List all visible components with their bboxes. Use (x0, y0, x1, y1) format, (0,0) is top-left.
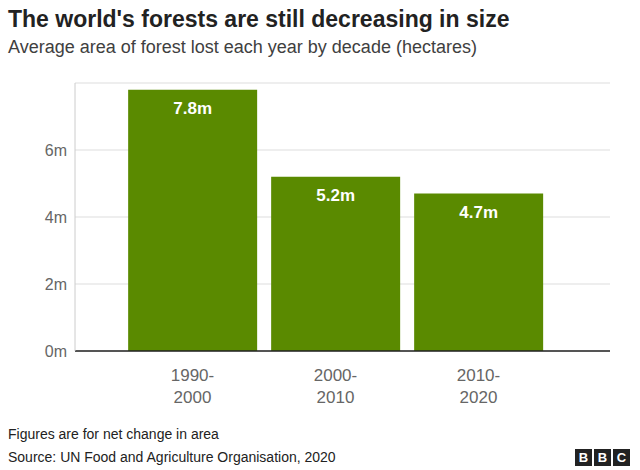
svg-text:2010-: 2010- (457, 366, 500, 385)
svg-text:5.2m: 5.2m (316, 186, 355, 205)
svg-text:7.8m: 7.8m (173, 99, 212, 118)
html-text:Average area of forest lost ea: Average area of forest lost each year by… (8, 37, 477, 57)
html-text:B: B (597, 450, 608, 465)
svg-text:6m: 6m (45, 142, 67, 159)
html-text:Figures are for net change in: Figures are for net change in area (8, 426, 219, 442)
html-text:C: C (616, 450, 627, 465)
svg-text:4.7m: 4.7m (459, 203, 498, 222)
html-text:Source: UN Food and Agricultur: Source: UN Food and Agriculture Organisa… (8, 449, 336, 465)
svg-text:4m: 4m (45, 209, 67, 226)
html-text:B: B (578, 450, 589, 465)
svg-text:2010: 2010 (317, 388, 355, 406)
html-text:The world's forests are still: The world's forests are still decreasing… (8, 6, 510, 32)
svg-text:0m: 0m (45, 343, 67, 360)
svg-text:1990-: 1990- (171, 366, 214, 385)
svg-text:2020: 2020 (460, 388, 498, 406)
svg-text:2000: 2000 (174, 388, 212, 406)
svg-text:2000-: 2000- (314, 366, 357, 385)
svg-text:2m: 2m (45, 276, 67, 293)
